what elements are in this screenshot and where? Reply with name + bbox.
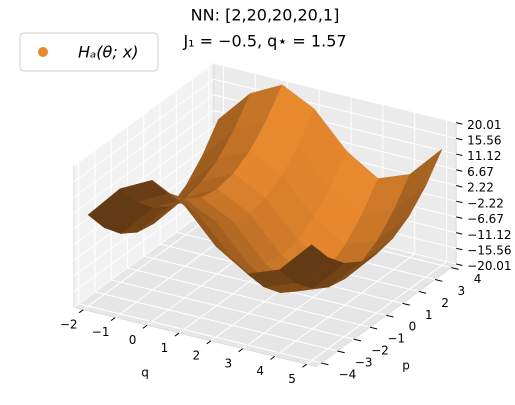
y-tick-label: 4: [474, 272, 482, 286]
grid-line: [78, 303, 322, 364]
tick-mark: [270, 355, 276, 360]
grid-line: [73, 78, 215, 183]
z-tick-label: 6.67: [467, 165, 494, 179]
y-axis-label: p: [402, 359, 410, 373]
y-tick-label: −4: [339, 367, 357, 381]
legend-label: Hₐ(θ; x): [78, 43, 139, 62]
tick-mark: [456, 137, 463, 141]
tick-mark: [402, 302, 410, 306]
tick-mark: [369, 326, 378, 330]
chart-title: NN: [2,20,20,20,1]: [191, 6, 340, 25]
z-tick-label: −6.67: [467, 212, 504, 226]
y-tick-label: 3: [458, 284, 466, 298]
grid-line: [213, 63, 457, 124]
grid-line: [94, 291, 338, 352]
y-tick-label: 0: [409, 320, 417, 334]
tick-mark: [456, 247, 463, 251]
y-tick-label: 2: [441, 296, 449, 310]
grid-line: [213, 78, 457, 139]
y-tick-label: −2: [371, 344, 389, 358]
tick-mark: [456, 153, 463, 157]
tick-mark: [174, 332, 180, 337]
surface-patch: [279, 244, 329, 283]
grid-line: [73, 110, 215, 214]
x-tick-label: 5: [288, 372, 296, 386]
surface-patch: [151, 180, 201, 218]
tick-mark: [434, 279, 443, 282]
x-axis-label: q: [141, 366, 149, 380]
z-tick-label: 20.01: [467, 118, 501, 132]
z-tick-label: 15.56: [467, 134, 501, 148]
x-tick-label: 0: [129, 333, 137, 347]
legend-marker: [38, 47, 48, 57]
grid-line: [127, 267, 371, 328]
tick-mark: [353, 338, 362, 342]
grid-line: [111, 279, 354, 340]
tick-mark: [110, 317, 116, 321]
tick-mark: [456, 232, 463, 235]
z-tick-label: −20.01: [467, 259, 511, 273]
y-tick-label: −3: [355, 355, 373, 369]
chart-subtitle: J₁ = −0.5, q⋆ = 1.57: [182, 32, 346, 51]
z-tick-label: −2.22: [467, 196, 504, 210]
tick-mark: [456, 169, 463, 172]
tick-mark: [302, 363, 307, 368]
tick-mark: [456, 216, 463, 219]
tick-mark: [418, 290, 427, 294]
tick-mark: [337, 350, 345, 354]
z-tick-label: 11.12: [467, 149, 501, 163]
tick-mark: [386, 314, 394, 318]
y-tick-label: 1: [425, 308, 433, 322]
tick-mark: [238, 348, 244, 353]
tick-mark: [321, 362, 329, 366]
tick-mark: [456, 200, 463, 204]
legend-box: [19, 32, 159, 72]
tick-mark: [456, 185, 463, 188]
z-tick-label: 2.22: [467, 181, 494, 195]
y-tick-label: −1: [387, 332, 405, 346]
grid-line: [73, 94, 215, 198]
x-tick-label: 3: [224, 356, 232, 370]
tick-mark: [451, 267, 459, 270]
tick-mark: [78, 309, 84, 314]
x-tick-label: 2: [193, 349, 201, 363]
tick-mark: [456, 263, 463, 267]
tick-mark: [206, 340, 212, 345]
x-tick-label: −2: [60, 317, 78, 331]
tick-mark: [142, 324, 148, 329]
grid-line: [73, 204, 215, 308]
x-tick-label: 1: [161, 341, 169, 355]
z-tick-label: −11.12: [467, 228, 511, 242]
grid-line: [73, 63, 215, 167]
x-tick-label: 4: [256, 364, 264, 378]
tick-mark: [456, 122, 463, 125]
z-tick-label: −15.56: [467, 243, 511, 257]
x-tick-label: −1: [92, 325, 110, 339]
